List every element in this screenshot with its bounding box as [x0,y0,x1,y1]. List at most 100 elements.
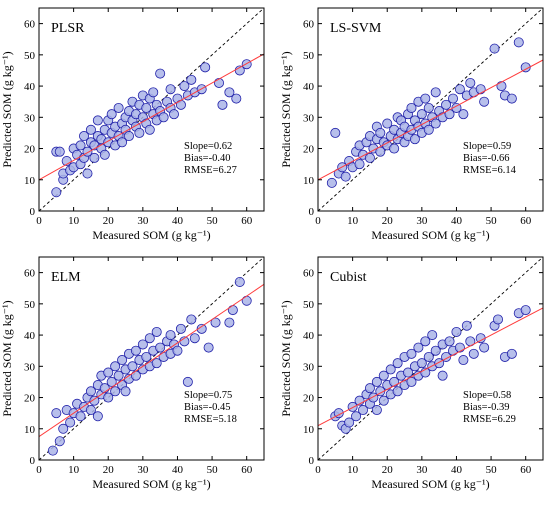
x-tick-label: 40 [451,464,463,476]
x-tick-label: 50 [207,215,219,227]
data-point [141,102,152,113]
data-point [224,87,235,98]
data-point [430,87,441,98]
data-point [340,171,351,182]
data-point [217,99,228,110]
stat-label: Slope=0.75 [184,390,232,401]
x-tick-label: 0 [315,215,321,227]
data-point [496,81,507,92]
data-point [375,127,386,138]
stat-label: Bias=-0.40 [184,153,230,164]
x-tick-label: 50 [486,215,498,227]
y-tick-label: 60 [24,268,36,280]
x-tick-label: 0 [315,464,321,476]
data-point [234,276,245,287]
data-point [103,392,114,403]
data-point [200,62,211,73]
data-point [479,96,490,107]
data-point [461,320,472,331]
data-point [117,137,128,148]
data-point [371,405,382,416]
x-tick-label: 20 [103,215,115,227]
y-tick-label: 30 [24,361,36,373]
data-point [224,317,235,328]
data-point [513,37,524,48]
y-tick-label: 10 [24,175,36,187]
data-point [241,59,252,70]
data-point [451,102,462,113]
fit-line [318,59,543,181]
data-point [175,323,186,334]
plot-area [39,257,264,460]
data-point [175,99,186,110]
y-tick-label: 30 [303,361,315,373]
data-point [364,152,375,163]
x-tick-label: 50 [207,464,219,476]
data-point [406,376,417,387]
stat-label: Slope=0.59 [463,141,511,152]
data-point [416,109,427,120]
data-point [241,295,252,306]
x-tick-label: 40 [172,464,184,476]
data-point [364,383,375,394]
stat-label: RMSE=6.27 [184,165,237,176]
y-tick-label: 40 [24,330,36,342]
x-tick-label: 20 [382,464,394,476]
data-point [182,376,193,387]
data-point [189,333,200,344]
data-point [423,124,434,135]
data-point [51,408,62,419]
stat-label: Slope=0.62 [184,141,232,152]
x-tick-label: 30 [416,215,428,227]
data-point [92,411,103,422]
panel-title: LS-SVM [330,21,382,36]
data-point [148,87,159,98]
data-point [85,386,96,397]
data-point [65,417,76,428]
data-point [99,149,110,160]
data-point [441,99,452,110]
data-point [203,342,214,353]
one-to-one-line [39,8,264,211]
panel-title: Cubist [330,270,367,285]
data-point [423,351,434,362]
data-point [165,84,176,95]
data-point [210,317,221,328]
data-point [85,124,96,135]
y-tick-label: 30 [24,112,36,124]
data-point [506,93,517,104]
data-point [186,314,197,325]
data-point [124,131,135,142]
x-axis-label: Measured SOM (g kg⁻¹) [92,477,210,491]
plot-frame [317,256,544,461]
fit-line [318,307,543,427]
panel-1: 0 10 20 30 40 50 60 0 10 20 30 40 50 60 PLSR Slope=0.62… [0,7,265,242]
data-point [385,364,396,375]
data-point [468,348,479,359]
data-point [520,305,531,316]
data-point [151,326,162,337]
data-point [51,187,62,198]
data-point [120,386,131,397]
stat-label: RMSE=6.14 [463,165,517,176]
one-to-one-line [39,257,264,460]
y-tick-label: 0 [30,455,36,467]
plot-area [318,8,543,211]
y-tick-label: 10 [303,175,315,187]
x-tick-label: 50 [486,464,498,476]
plot-frame [38,256,265,461]
x-tick-label: 40 [172,215,184,227]
data-point [475,84,486,95]
y-tick-label: 10 [303,424,315,436]
data-point [420,93,431,104]
data-point [416,358,427,369]
stat-label: RMSE=6.29 [463,414,516,425]
data-point [89,395,100,406]
y-axis-label: Predicted SOM (g kg⁻¹) [0,51,14,167]
one-to-one-line [318,8,543,211]
data-point [378,395,389,406]
data-point [106,376,117,387]
data-point [168,109,179,120]
y-tick-label: 20 [303,144,315,156]
